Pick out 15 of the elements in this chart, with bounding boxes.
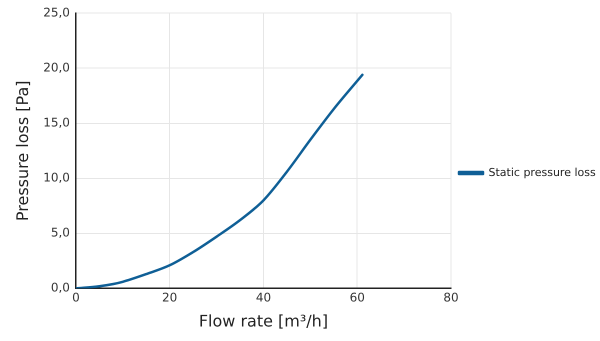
x-axis-title: Flow rate [m³/h] xyxy=(198,312,328,331)
x-tick-label: 40 xyxy=(256,290,272,305)
x-tick-label: 0 xyxy=(72,290,80,305)
line-series xyxy=(76,74,364,288)
y-tick-label: 25,0 xyxy=(43,5,70,20)
legend-label: Static pressure loss xyxy=(488,166,596,179)
y-tick-label: 10,0 xyxy=(43,170,70,184)
y-axis-title: Pressure loss [Pa] xyxy=(12,80,32,222)
y-tick-label: 20,0 xyxy=(43,60,70,74)
x-tick-label: 80 xyxy=(443,290,459,305)
x-tick-label: 20 xyxy=(162,290,178,305)
y-tick-label: 0,0 xyxy=(50,280,70,295)
y-tick-label: 15,0 xyxy=(43,115,70,130)
x-tick-label: 60 xyxy=(350,290,365,305)
y-tick-label: 5,0 xyxy=(50,225,70,240)
